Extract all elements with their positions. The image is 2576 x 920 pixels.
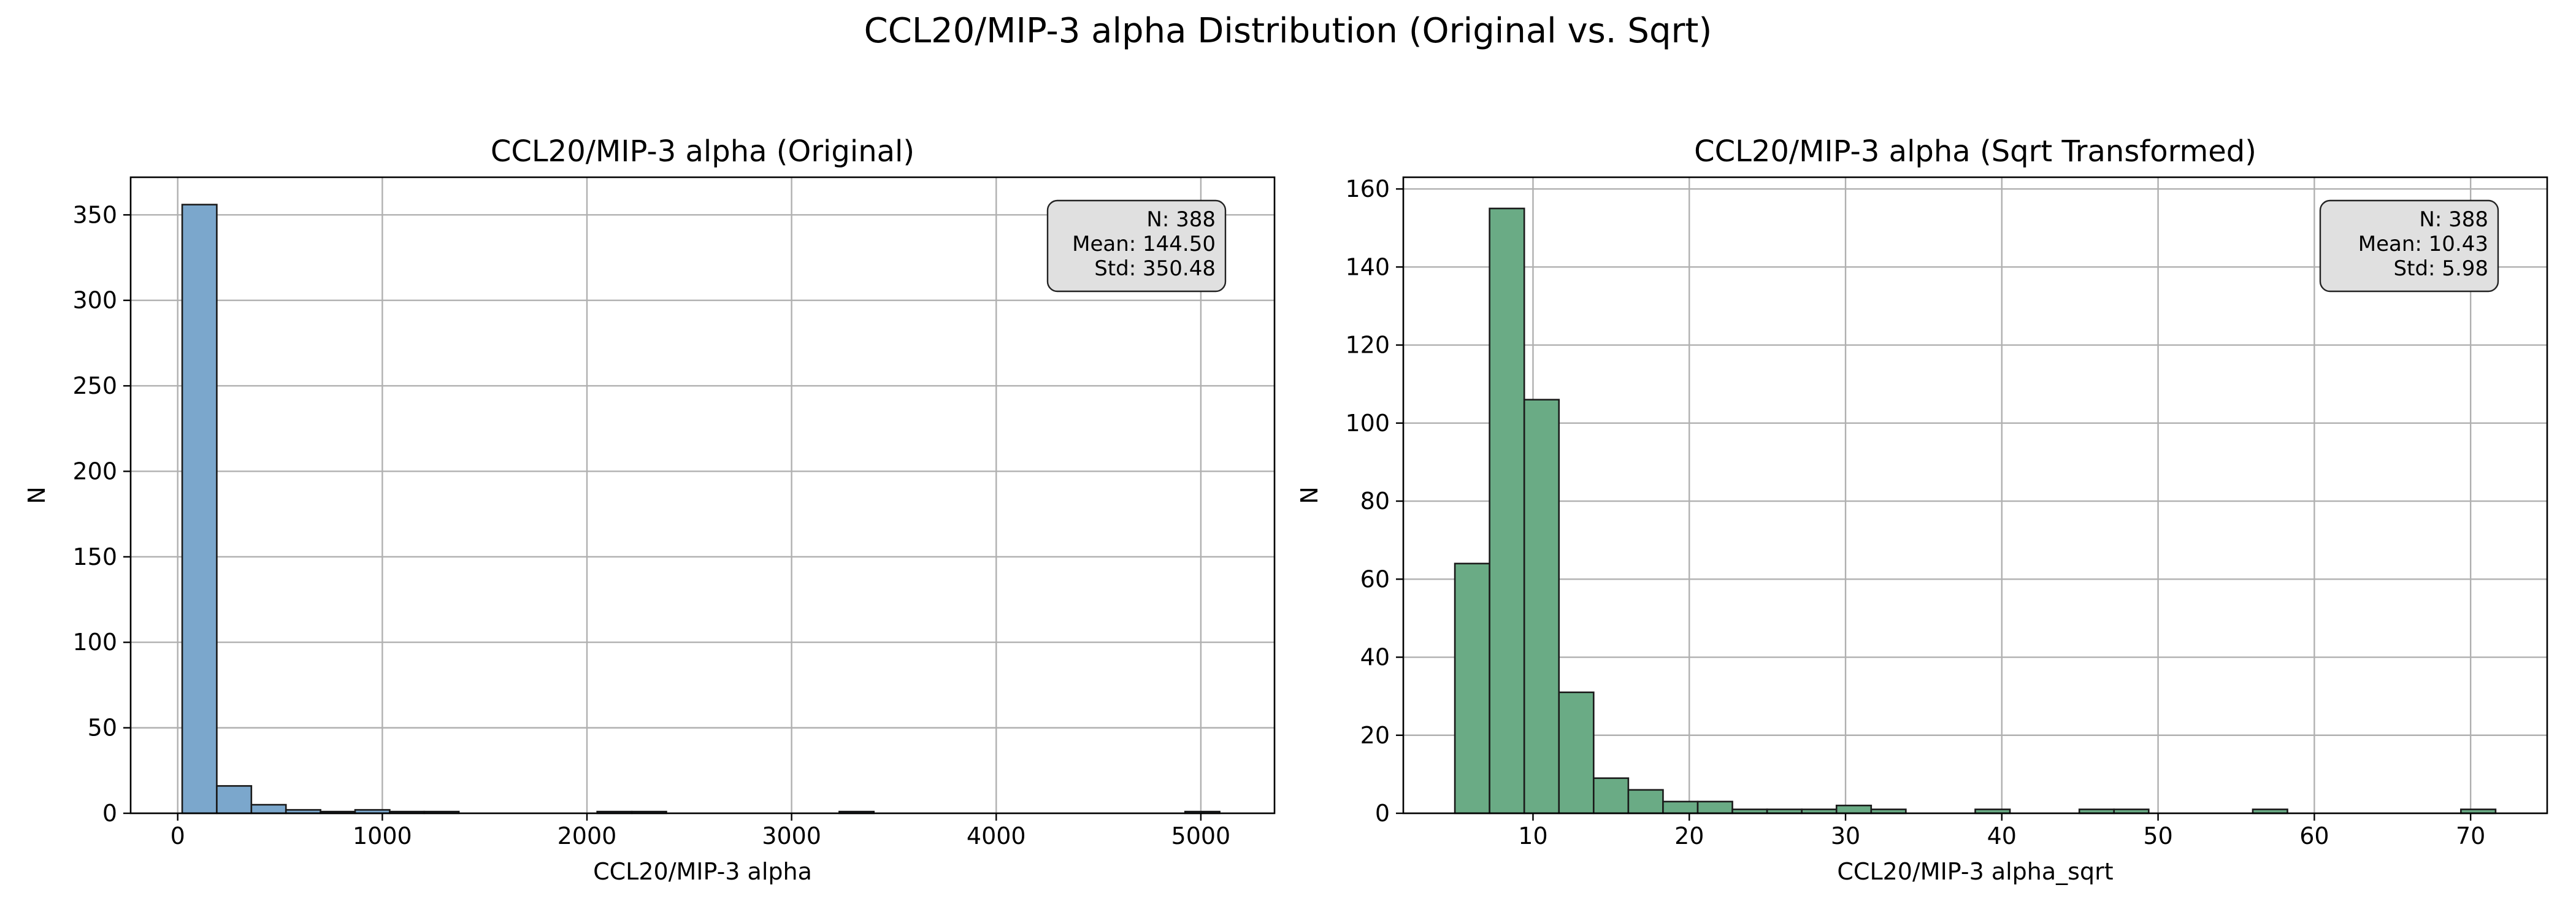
y-tick-label: 20 bbox=[1360, 722, 1390, 749]
y-tick-label: 140 bbox=[1345, 253, 1390, 280]
histogram-bar bbox=[250, 803, 287, 815]
histogram-bar bbox=[1835, 804, 1873, 815]
x-tick-label: 20 bbox=[1674, 822, 1704, 849]
x-tick-label: 50 bbox=[2143, 822, 2172, 849]
y-tick-label: 100 bbox=[72, 629, 117, 656]
x-axis-label: CCL20/MIP-3 alpha_sqrt bbox=[1837, 858, 2113, 885]
y-tick-label: 0 bbox=[102, 800, 117, 827]
histogram-original-panel: 0 1000 2000 3000 4000 5000 0 50 100 150 200 250 300 3… bbox=[23, 134, 1276, 885]
stats-line: N: 388 bbox=[1146, 207, 1216, 232]
histogram-bar bbox=[216, 785, 253, 815]
histogram-bar bbox=[1523, 399, 1560, 815]
x-tick-label: 40 bbox=[1987, 822, 2017, 849]
histogram-bar bbox=[1662, 800, 1699, 815]
figure-title: CCL20/MIP-3 alpha Distribution (Original… bbox=[864, 11, 1712, 51]
x-tick-label: 1000 bbox=[353, 822, 412, 849]
x-tick-label: 60 bbox=[2299, 822, 2329, 849]
y-tick-label: 120 bbox=[1345, 332, 1390, 359]
stats-line: N: 388 bbox=[2419, 207, 2488, 232]
panel-title: CCL20/MIP-3 alpha (Original) bbox=[491, 134, 914, 169]
y-tick-label: 40 bbox=[1360, 644, 1390, 671]
x-tick-label: 2000 bbox=[558, 822, 617, 849]
y-tick-label: 300 bbox=[72, 287, 117, 314]
histogram-bar bbox=[1696, 800, 1733, 815]
stats-line: Mean: 144.50 bbox=[1072, 232, 1216, 256]
y-tick-label: 250 bbox=[72, 372, 117, 399]
y-tick-label: 80 bbox=[1360, 488, 1390, 515]
x-tick-label: 4000 bbox=[967, 822, 1026, 849]
y-tick-label: 0 bbox=[1375, 800, 1390, 827]
x-tick-label: 3000 bbox=[762, 822, 821, 849]
histogram-bar bbox=[1454, 562, 1490, 815]
histogram-bar bbox=[1558, 691, 1595, 815]
histogram-bar bbox=[1489, 207, 1525, 815]
stats-line: Mean: 10.43 bbox=[2358, 232, 2488, 256]
y-axis-label: N bbox=[1296, 486, 1323, 504]
stats-box bbox=[1046, 199, 1227, 293]
stats-line: Std: 5.98 bbox=[2394, 256, 2488, 281]
histogram-bar bbox=[181, 204, 218, 815]
stats-box bbox=[2319, 199, 2499, 293]
y-tick-label: 200 bbox=[72, 458, 117, 485]
y-tick-label: 60 bbox=[1360, 565, 1390, 592]
x-tick-label: 5000 bbox=[1171, 822, 1231, 849]
axes-frame bbox=[129, 176, 1276, 815]
y-tick-label: 50 bbox=[88, 715, 117, 742]
axes-frame bbox=[1402, 176, 2548, 815]
y-tick-label: 150 bbox=[72, 543, 117, 570]
x-tick-label: 70 bbox=[2456, 822, 2485, 849]
x-axis-label: CCL20/MIP-3 alpha bbox=[593, 858, 812, 885]
histogram-bar bbox=[1593, 777, 1630, 815]
y-tick-label: 350 bbox=[72, 201, 117, 228]
stats-line: Std: 350.48 bbox=[1094, 256, 1216, 281]
x-tick-label: 30 bbox=[1831, 822, 1860, 849]
histogram-bar bbox=[1627, 789, 1664, 815]
panel-title: CCL20/MIP-3 alpha (Sqrt Transformed) bbox=[1694, 134, 2256, 169]
x-tick-label: 10 bbox=[1518, 822, 1547, 849]
y-tick-label: 100 bbox=[1345, 410, 1390, 437]
x-tick-label: 0 bbox=[171, 822, 185, 849]
y-axis-label: N bbox=[23, 486, 50, 504]
histogram-sqrt-panel: 10 20 30 40 50 60 70 0 20 40 60 80 100 120 140 160 CCL20… bbox=[1296, 134, 2548, 885]
y-tick-label: 160 bbox=[1345, 175, 1390, 202]
